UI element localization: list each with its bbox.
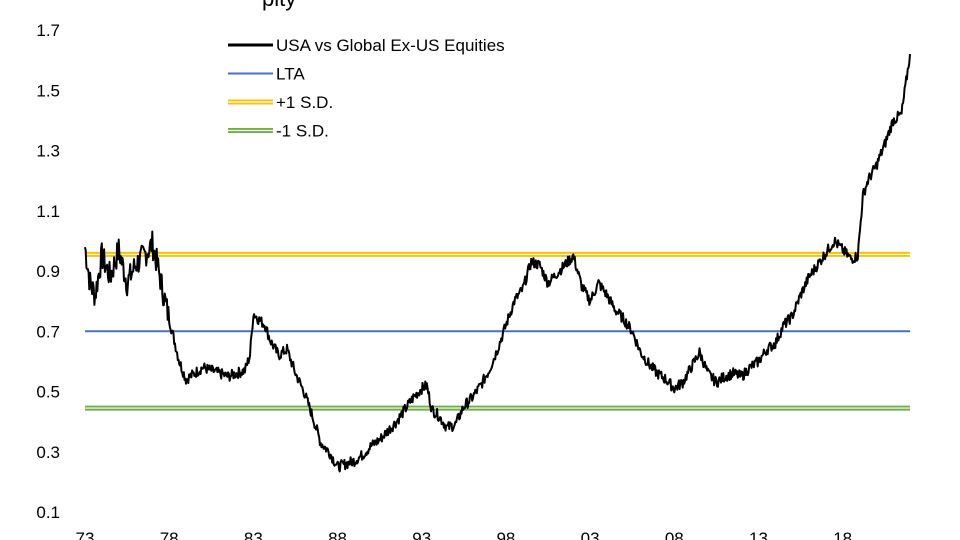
- y-tick-label: 0.1: [36, 503, 60, 522]
- x-tick-label: 78: [160, 529, 179, 540]
- y-tick-label: 0.9: [36, 262, 60, 281]
- series-line-usa-vs-global: [84, 54, 911, 473]
- x-tick-label: 93: [412, 529, 431, 540]
- legend: USA vs Global Ex-US Equities LTA +1 S.D. -1…: [228, 36, 505, 141]
- legend-label: USA vs Global Ex-US Equities: [276, 36, 505, 55]
- y-tick-label: 0.5: [36, 383, 60, 402]
- x-tick-label: 88: [328, 529, 347, 540]
- y-tick-label: 0.7: [36, 322, 60, 341]
- reference-lines: [85, 251, 910, 411]
- chart-title-fragment: pity: [262, 0, 296, 11]
- x-tick-label: 73: [76, 529, 95, 540]
- y-tick-label: 1.1: [36, 202, 60, 221]
- legend-label: LTA: [276, 65, 305, 84]
- x-tick-label: 03: [581, 529, 600, 540]
- x-tick-label: 13: [749, 529, 768, 540]
- main-series: [84, 54, 911, 473]
- y-tick-label: 1.7: [36, 21, 60, 40]
- x-tick-label: 18: [833, 529, 852, 540]
- x-axis-ticks: 73 78 83 88 93 98 03 08 13 18: [76, 529, 853, 540]
- y-tick-label: 0.3: [36, 443, 60, 462]
- x-tick-label: 08: [665, 529, 684, 540]
- y-axis-ticks: 1.7 1.5 1.3 1.1 0.9 0.7 0.5 0.3 0.1: [36, 21, 60, 522]
- y-tick-label: 1.3: [36, 142, 60, 161]
- legend-label: +1 S.D.: [276, 93, 333, 112]
- y-tick-label: 1.5: [36, 81, 60, 100]
- legend-label: -1 S.D.: [276, 122, 329, 141]
- x-tick-label: 83: [244, 529, 263, 540]
- x-tick-label: 98: [496, 529, 515, 540]
